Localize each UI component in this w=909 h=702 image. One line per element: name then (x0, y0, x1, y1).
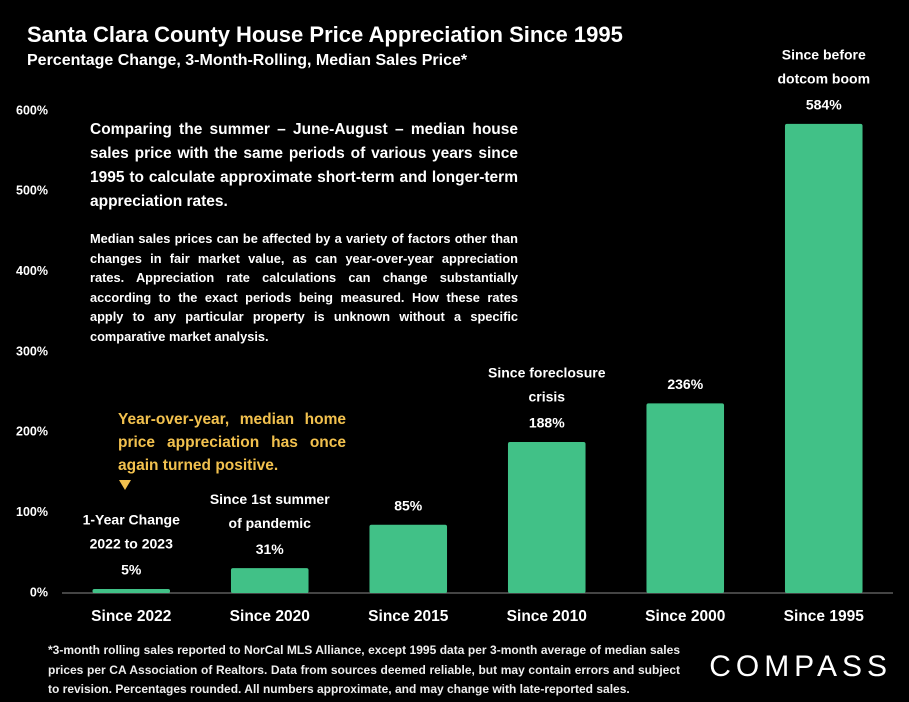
x-tick-label: Since 2015 (368, 608, 449, 625)
value-label: 236% (667, 376, 703, 392)
bar (507, 441, 586, 593)
y-tick-label: 0% (30, 585, 48, 599)
y-tick-label: 200% (16, 425, 48, 439)
bar-annotation: dotcom boom (777, 71, 870, 87)
highlight-note: Year-over-year, median home price apprec… (118, 411, 346, 474)
arrow (119, 480, 131, 490)
y-tick-label: 500% (16, 184, 48, 198)
bar-annotation: Since before (782, 47, 866, 63)
bar (92, 588, 171, 593)
description: Comparing the summer – June-August – med… (90, 121, 518, 210)
bar (369, 524, 448, 593)
bar-annotation: 2022 to 2023 (90, 536, 173, 552)
bar-annotation: Since 1st summer (210, 491, 330, 507)
bar-annotation: Since foreclosure (488, 365, 606, 381)
value-label: 188% (529, 415, 565, 431)
x-tick-label: Since 2000 (645, 608, 725, 625)
bar-annotation: of pandemic (229, 515, 312, 531)
x-tick-label: Since 2022 (91, 608, 171, 625)
bar (646, 403, 725, 593)
x-tick-label: Since 2020 (230, 608, 310, 625)
chart-subtitle: Percentage Change, 3-Month-Rolling, Medi… (27, 52, 468, 69)
value-label: 5% (121, 562, 142, 578)
value-label: 85% (394, 497, 423, 513)
bar-annotation: 1-Year Change (83, 512, 180, 528)
value-label: 31% (256, 541, 285, 557)
bar (784, 123, 863, 593)
y-tick-label: 400% (16, 264, 48, 278)
value-label: 584% (806, 97, 842, 113)
bar (230, 568, 309, 593)
y-tick-label: 100% (16, 505, 48, 519)
x-tick-label: Since 1995 (784, 608, 865, 625)
x-tick-label: Since 2010 (507, 608, 587, 625)
chart-title: Santa Clara County House Price Appreciat… (27, 22, 623, 47)
bar-annotation: crisis (528, 389, 565, 405)
y-tick-label: 300% (16, 344, 48, 358)
caveat: Median sales prices can be affected by a… (90, 231, 518, 344)
logo: COMPASS (709, 650, 892, 683)
footnote: *3-month rolling sales reported to NorCa… (48, 643, 680, 696)
y-tick-label: 600% (16, 103, 48, 117)
